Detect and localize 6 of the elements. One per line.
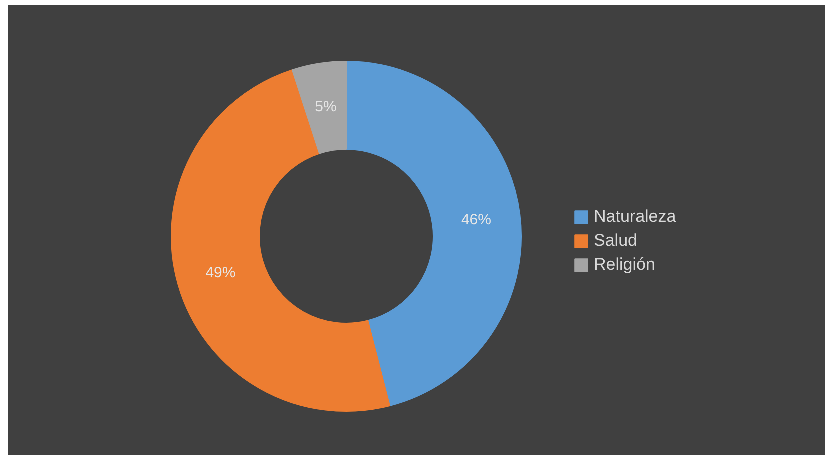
data-label: 46% [461,212,492,229]
legend-label: Religión [594,255,656,275]
data-label: 5% [315,98,337,116]
data-label: 49% [206,264,236,282]
legend-label: Naturaleza [594,207,676,227]
legend-label: Salud [594,231,638,251]
